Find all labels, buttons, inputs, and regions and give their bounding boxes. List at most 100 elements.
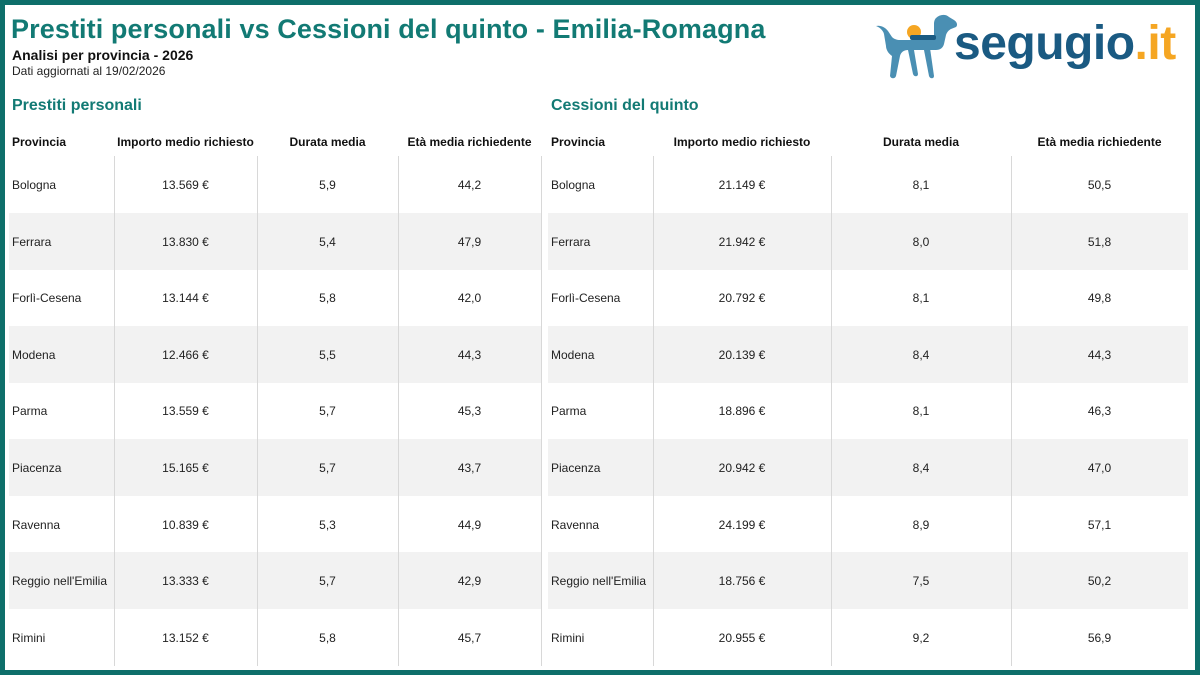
cell-provincia: Forlì-Cesena [551, 291, 621, 306]
cell-provincia: Ferrara [551, 234, 591, 249]
cell-durata-media: 5,4 [319, 234, 336, 249]
page-subtitle: Analisi per provincia - 2026 [12, 47, 194, 63]
cell-importo-medio: 18.756 € [718, 574, 766, 589]
section-title-cessioni: Cessioni del quinto [551, 97, 699, 114]
table-row: Ferrara 21.942 € 8,0 51,8 [548, 212, 1188, 270]
cell-provincia: Ravenna [551, 517, 600, 532]
table-row: Ravenna 10.839 € 5,3 44,9 [9, 496, 541, 553]
table-row: Piacenza 20.942 € 8,4 47,0 [548, 439, 1188, 496]
cell-eta-media: 43,7 [457, 461, 482, 475]
column-divider [114, 156, 115, 666]
table-prestiti-personali: Bologna 13.569 € 5,9 44,2 Ferrara 13.830 € 5,4… [9, 128, 541, 666]
table-row: Rimini 20.955 € 9,2 56,9 [548, 609, 1188, 666]
table-row: Bologna 21.149 € 8,1 50,5 [548, 156, 1188, 213]
table-header: Provincia Importo medio richiesto Durata m… [9, 128, 541, 156]
table-row: Ravenna 24.199 € 8,9 57,1 [548, 496, 1188, 553]
table-row: Reggio nell'Emilia 18.756 € 7,5 50,2 [548, 552, 1188, 610]
cell-durata-media: 8,1 [912, 291, 930, 306]
cell-eta-media: 44,9 [457, 517, 482, 532]
cell-importo-medio: 24.199 € [718, 517, 766, 532]
cell-durata-media: 5,8 [319, 291, 336, 306]
column-divider [831, 156, 832, 666]
cell-eta-media: 56,9 [1087, 630, 1112, 645]
column-header-eta-media: Età media richiedente [1037, 135, 1162, 149]
cell-provincia: Bologna [12, 178, 57, 192]
cell-eta-media: 47,9 [457, 234, 482, 249]
cell-eta-media: 47,0 [1087, 461, 1112, 475]
column-header-provincia: Provincia [12, 135, 67, 149]
logo-dot: . [1134, 17, 1148, 70]
cell-durata-media: 9,2 [912, 630, 930, 645]
cell-durata-media: 8,4 [912, 461, 930, 475]
logo-tld: it [1147, 17, 1176, 70]
cell-provincia: Ravenna [12, 517, 61, 532]
cell-importo-medio: 21.149 € [718, 178, 766, 192]
cell-eta-media: 50,2 [1087, 574, 1112, 589]
column-header-importo-medio: Importo medio richiesto [117, 135, 254, 149]
logo-name: segugio [954, 17, 1135, 70]
dog-icon [876, 14, 958, 79]
cell-provincia: Ferrara [12, 234, 52, 249]
cell-durata-media: 8,9 [912, 517, 930, 532]
table-row: Bologna 13.569 € 5,9 44,2 [9, 156, 541, 213]
cell-provincia: Bologna [551, 178, 596, 192]
cell-eta-media: 50,5 [1087, 178, 1112, 192]
cell-durata-media: 8,0 [912, 234, 930, 249]
page-title: Prestiti personali vs Cessioni del quint… [11, 14, 766, 44]
cell-eta-media: 45,3 [457, 404, 482, 419]
cell-eta-media: 51,8 [1087, 234, 1112, 249]
cell-eta-media: 44,3 [457, 347, 482, 362]
cell-provincia: Rimini [12, 630, 46, 645]
cell-importo-medio: 13.559 € [162, 404, 209, 419]
cell-importo-medio: 12.466 € [162, 347, 209, 362]
table-row: Modena 20.139 € 8,4 44,3 [548, 325, 1188, 383]
column-divider [257, 156, 258, 666]
cell-durata-media: 5,7 [319, 404, 336, 419]
cell-provincia: Rimini [551, 630, 585, 645]
cell-importo-medio: 13.152 € [162, 630, 209, 645]
column-divider [398, 156, 399, 666]
cell-importo-medio: 18.896 € [718, 404, 766, 419]
cell-provincia: Parma [551, 404, 587, 419]
table-row: Reggio nell'Emilia 13.333 € 5,7 42,9 [9, 552, 541, 610]
table-row: Forlì-Cesena 13.144 € 5,8 42,0 [9, 269, 541, 326]
cell-eta-media: 57,1 [1087, 517, 1112, 532]
column-header-importo-medio: Importo medio richiesto [673, 135, 811, 149]
cell-importo-medio: 13.830 € [162, 234, 209, 249]
cell-importo-medio: 10.839 € [162, 517, 209, 532]
cell-durata-media: 5,5 [319, 347, 336, 362]
cell-durata-media: 8,1 [912, 178, 930, 192]
cell-importo-medio: 15.165 € [162, 461, 209, 475]
cell-provincia: Forlì-Cesena [12, 291, 82, 306]
cell-provincia: Piacenza [12, 461, 62, 475]
table-header: Provincia Importo medio richiesto Durata m… [548, 128, 1188, 156]
table-row: Parma 18.896 € 8,1 46,3 [548, 382, 1188, 439]
table-separator [541, 156, 542, 666]
cell-importo-medio: 21.942 € [718, 234, 766, 249]
section-title-prestiti: Prestiti personali [12, 97, 142, 114]
table-row: Ferrara 13.830 € 5,4 47,9 [9, 212, 541, 270]
cell-eta-media: 49,8 [1087, 291, 1112, 306]
table-row: Forlì-Cesena 20.792 € 8,1 49,8 [548, 269, 1188, 326]
cell-provincia: Reggio nell'Emilia [12, 574, 108, 589]
cell-durata-media: 5,9 [319, 178, 336, 192]
cell-importo-medio: 20.942 € [718, 461, 766, 475]
cell-importo-medio: 13.569 € [162, 178, 209, 192]
cell-provincia: Piacenza [551, 461, 601, 475]
column-header-eta-media: Età media richiedente [407, 135, 532, 149]
cell-importo-medio: 20.792 € [718, 291, 766, 306]
logo-wordmark: segugio.it [954, 16, 1176, 71]
cell-importo-medio: 20.955 € [718, 630, 766, 645]
cell-importo-medio: 13.144 € [162, 291, 209, 306]
cell-provincia: Parma [12, 404, 48, 419]
cell-durata-media: 7,5 [912, 574, 930, 589]
cell-durata-media: 5,8 [319, 630, 336, 645]
update-date: Dati aggiornati al 19/02/2026 [12, 64, 166, 78]
cell-durata-media: 8,4 [912, 347, 930, 362]
cell-provincia: Modena [551, 347, 595, 362]
cell-durata-media: 8,1 [912, 404, 930, 419]
cell-durata-media: 5,3 [319, 517, 336, 532]
cell-importo-medio: 20.139 € [718, 347, 766, 362]
cell-eta-media: 45,7 [457, 630, 482, 645]
cell-durata-media: 5,7 [319, 574, 336, 589]
